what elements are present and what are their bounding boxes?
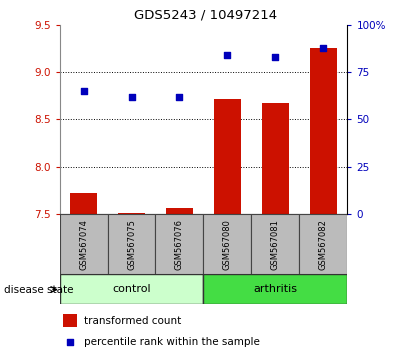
- Point: [128, 94, 135, 99]
- Text: GSM567080: GSM567080: [223, 219, 232, 270]
- Bar: [118, 213, 145, 214]
- Bar: [108, 214, 155, 274]
- Bar: [203, 274, 347, 304]
- Bar: [60, 214, 108, 274]
- Bar: [60, 274, 203, 304]
- Text: GSM567075: GSM567075: [127, 219, 136, 270]
- Text: disease state: disease state: [4, 285, 74, 295]
- Bar: [252, 214, 299, 274]
- Point: [224, 52, 231, 58]
- Bar: [262, 103, 289, 214]
- Bar: [310, 48, 337, 214]
- Text: arthritis: arthritis: [253, 284, 298, 295]
- Bar: [70, 193, 97, 214]
- Bar: [299, 214, 347, 274]
- Text: transformed count: transformed count: [84, 316, 181, 326]
- Point: [176, 94, 183, 99]
- Point: [320, 45, 327, 50]
- Text: GSM567081: GSM567081: [271, 219, 280, 270]
- Text: percentile rank within the sample: percentile rank within the sample: [84, 337, 260, 347]
- Point: [67, 339, 73, 345]
- Text: GSM567082: GSM567082: [319, 219, 328, 270]
- Bar: [203, 214, 252, 274]
- Point: [272, 54, 279, 60]
- Text: GDS5243 / 10497214: GDS5243 / 10497214: [134, 9, 277, 22]
- Bar: [214, 99, 240, 214]
- Text: GSM567076: GSM567076: [175, 219, 184, 270]
- Bar: [63, 314, 77, 327]
- Text: GSM567074: GSM567074: [79, 219, 88, 270]
- Bar: [166, 209, 193, 214]
- Text: control: control: [112, 284, 151, 295]
- Bar: [155, 214, 203, 274]
- Point: [80, 88, 87, 94]
